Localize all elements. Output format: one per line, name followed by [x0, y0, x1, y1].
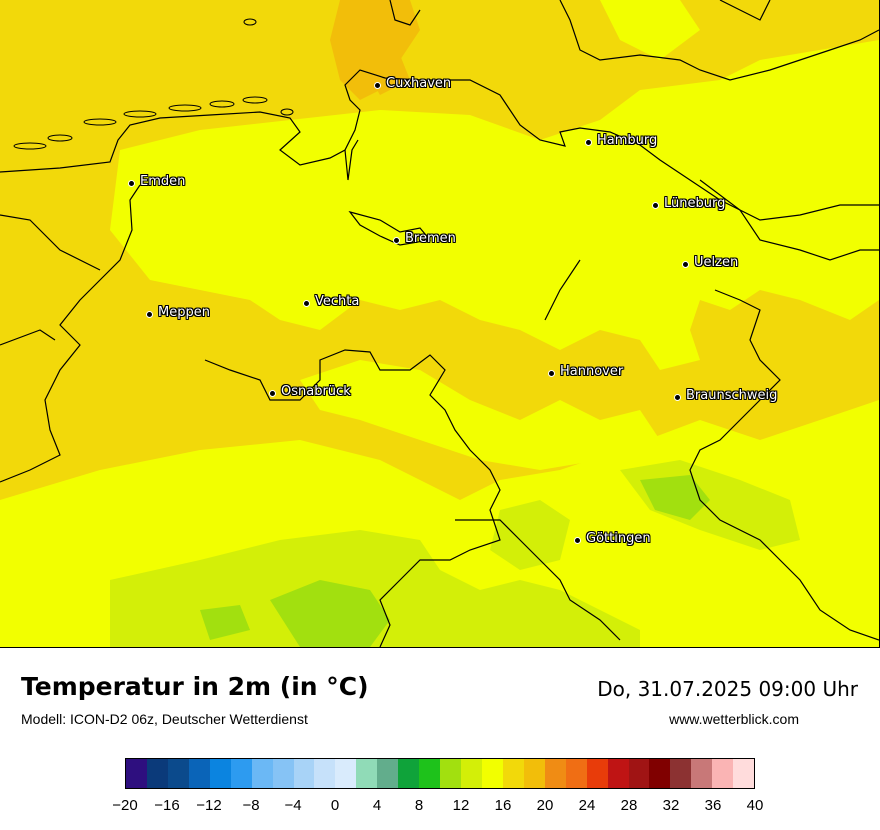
temperature-area-mild	[600, 0, 700, 60]
city-label: Cuxhaven	[386, 76, 452, 91]
legend-tick-label: 32	[662, 797, 680, 814]
legend-color-segment	[377, 759, 399, 788]
legend-color-segment	[230, 759, 252, 788]
temperature-area-mild	[300, 360, 660, 470]
map-subtitle: Modell: ICON-D2 06z, Deutscher Wetterdie…	[21, 711, 308, 727]
temperature-area-cold	[640, 475, 710, 520]
city-label: Emden	[140, 174, 186, 189]
legend-color-segment	[544, 759, 566, 788]
city-label: Uelzen	[694, 255, 739, 270]
legend-color-segment	[712, 759, 734, 788]
legend-tick-label: 28	[620, 797, 638, 814]
legend-color-segment	[188, 759, 210, 788]
city-label: Osnabrück	[281, 384, 351, 399]
legend-tick-label: 12	[452, 797, 470, 814]
city-marker	[128, 180, 135, 187]
website-link[interactable]: www.wetterblick.com	[669, 711, 799, 727]
legend-color-segment	[481, 759, 503, 788]
legend-color-segment	[502, 759, 524, 788]
legend-tick-label: −8	[242, 797, 260, 814]
legend-tick-label: 40	[746, 797, 764, 814]
legend-tick-label: 8	[414, 797, 424, 814]
legend-color-segment	[419, 759, 441, 788]
city-marker	[585, 139, 592, 146]
city-label: Göttingen	[586, 531, 651, 546]
legend-tick-label: −4	[284, 797, 302, 814]
city-marker	[682, 261, 689, 268]
temperature-area-cold	[270, 580, 390, 647]
legend-color-segment	[440, 759, 461, 788]
legend-tick-label: −12	[196, 797, 222, 814]
color-legend-ticks: −20 −16 −12 −8 −4 0 4 8 12 16 20 24 28 32 36 40	[0, 797, 880, 821]
legend-color-segment	[586, 759, 608, 788]
city-label: Bremen	[405, 231, 456, 246]
legend-tick-label: −16	[154, 797, 180, 814]
legend-color-segment	[607, 759, 629, 788]
temperature-area-hot	[360, 55, 410, 95]
temperature-area-hot	[330, 0, 420, 100]
legend-color-segment	[461, 759, 482, 788]
legend-color-segment	[691, 759, 713, 788]
legend-color-segment	[335, 759, 357, 788]
islands	[13, 18, 294, 150]
city-marker	[269, 390, 276, 397]
legend-color-segment	[398, 759, 420, 788]
legend-color-segment	[209, 759, 231, 788]
city-label: Vechta	[315, 294, 360, 309]
city-marker	[146, 311, 153, 318]
city-marker	[548, 370, 555, 377]
city-marker	[574, 537, 581, 544]
city-label: Hannover	[560, 364, 624, 379]
city-label: Hamburg	[597, 133, 658, 148]
city-marker	[652, 202, 659, 209]
legend-color-segment	[565, 759, 587, 788]
legend-color-segment	[314, 759, 336, 788]
legend-tick-label: 36	[704, 797, 722, 814]
legend-color-segment	[293, 759, 315, 788]
temperature-field	[0, 0, 879, 647]
city-marker	[674, 394, 681, 401]
legend-color-segment	[523, 759, 545, 788]
temperature-area-cold	[200, 605, 250, 640]
legend-tick-label: 24	[578, 797, 596, 814]
borders	[0, 0, 879, 647]
forecast-datetime: Do, 31.07.2025 09:00 Uhr	[597, 677, 858, 701]
legend-tick-label: 16	[494, 797, 512, 814]
city-label: Braunschweig	[686, 388, 778, 403]
legend-color-segment	[167, 759, 189, 788]
legend-tick-label: 0	[330, 797, 340, 814]
city-marker	[303, 300, 310, 307]
legend-tick-label: 4	[372, 797, 382, 814]
city-label: Lüneburg	[664, 196, 726, 211]
temperature-map: Cuxhaven Hamburg Emden Lüneburg Bremen U…	[0, 0, 880, 648]
map-title: Temperatur in 2m (in °C)	[21, 672, 369, 701]
city-marker	[393, 237, 400, 244]
temperature-area-cool	[490, 500, 570, 570]
legend-color-segment	[356, 759, 378, 788]
legend-color-segment	[670, 759, 692, 788]
legend-color-segment	[146, 759, 168, 788]
legend-tick-label: −20	[112, 797, 138, 814]
legend-color-segment	[649, 759, 671, 788]
legend-color-segment	[126, 759, 147, 788]
legend-color-segment	[272, 759, 294, 788]
color-legend-bar	[125, 758, 755, 789]
legend-tick-label: 20	[536, 797, 554, 814]
city-marker	[374, 82, 381, 89]
temperature-area-mild	[110, 40, 879, 370]
legend-color-segment	[251, 759, 273, 788]
legend-color-segment	[733, 759, 755, 788]
city-label: Meppen	[158, 305, 210, 320]
legend-color-segment	[628, 759, 650, 788]
